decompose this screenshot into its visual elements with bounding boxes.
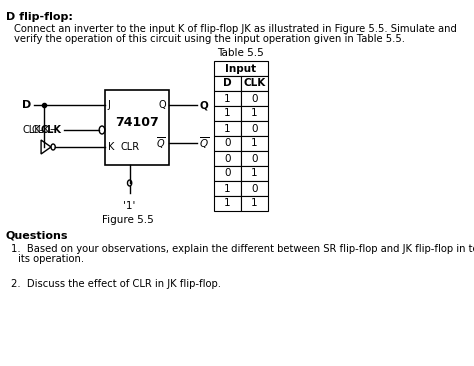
- Text: 2.  Discuss the effect of CLR in JK flip-flop.: 2. Discuss the effect of CLR in JK flip-…: [10, 279, 220, 289]
- Text: 1: 1: [224, 108, 231, 119]
- Text: 0: 0: [251, 183, 257, 194]
- Text: CLK−: CLK−: [31, 125, 58, 135]
- Text: 1: 1: [224, 198, 231, 209]
- Text: verify the operation of this circuit using the input operation given in Table 5.: verify the operation of this circuit usi…: [14, 34, 405, 44]
- Bar: [241, 166, 268, 181]
- Bar: [214, 181, 241, 196]
- Text: CLR: CLR: [120, 142, 139, 152]
- Text: 0: 0: [224, 153, 231, 164]
- Text: its operation.: its operation.: [18, 254, 84, 264]
- Text: Figure 5.5: Figure 5.5: [101, 215, 154, 225]
- Text: Questions: Questions: [6, 230, 68, 240]
- Text: CLK: CLK: [243, 78, 265, 89]
- Bar: [214, 106, 241, 121]
- Bar: [241, 151, 268, 166]
- Text: Input: Input: [225, 63, 256, 74]
- Text: CLK: CLK: [41, 125, 62, 135]
- Bar: [241, 136, 268, 151]
- Text: $\overline{Q}$: $\overline{Q}$: [199, 135, 209, 151]
- Bar: [241, 196, 268, 211]
- Text: 1: 1: [251, 138, 257, 149]
- Text: Connect an inverter to the input K of flip-flop JK as illustrated in Figure 5.5.: Connect an inverter to the input K of fl…: [14, 24, 457, 34]
- Bar: [214, 151, 241, 166]
- Bar: [214, 76, 241, 91]
- Text: 1: 1: [224, 123, 231, 134]
- Text: CLK-: CLK-: [22, 125, 43, 135]
- Bar: [105, 90, 169, 165]
- Text: 0: 0: [251, 93, 257, 104]
- Bar: [214, 166, 241, 181]
- Bar: [241, 121, 268, 136]
- Text: D flip-flop:: D flip-flop:: [6, 12, 73, 22]
- Text: 1: 1: [224, 93, 231, 104]
- Bar: [241, 181, 268, 196]
- Text: J: J: [108, 100, 110, 110]
- Text: 0: 0: [224, 138, 231, 149]
- Bar: [214, 121, 241, 136]
- Text: 0: 0: [251, 123, 257, 134]
- Text: 74107: 74107: [115, 116, 159, 129]
- Text: $\overline{Q}$: $\overline{Q}$: [156, 135, 166, 151]
- Text: 1: 1: [251, 108, 257, 119]
- Text: D: D: [22, 100, 31, 110]
- Text: Q: Q: [158, 100, 166, 110]
- Text: 1.  Based on your observations, explain the different between SR flip-flop and J: 1. Based on your observations, explain t…: [10, 244, 474, 254]
- Text: D: D: [223, 78, 232, 89]
- Text: 1: 1: [224, 183, 231, 194]
- Text: 0: 0: [251, 153, 257, 164]
- Text: 0: 0: [224, 168, 231, 179]
- Text: 1: 1: [251, 168, 257, 179]
- Text: '1': '1': [123, 201, 136, 211]
- Bar: [214, 91, 241, 106]
- Text: K: K: [108, 142, 114, 152]
- Bar: [214, 136, 241, 151]
- Text: Table 5.5: Table 5.5: [218, 48, 264, 58]
- Bar: [241, 76, 268, 91]
- Bar: [214, 196, 241, 211]
- Bar: [241, 106, 268, 121]
- Bar: [241, 91, 268, 106]
- Text: 1: 1: [251, 198, 257, 209]
- Text: Q: Q: [199, 100, 208, 110]
- Bar: [214, 61, 268, 76]
